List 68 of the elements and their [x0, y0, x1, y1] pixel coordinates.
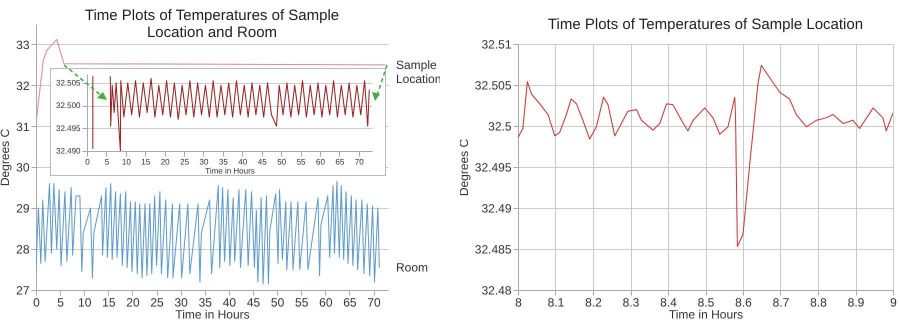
x-tick-label: 8.3	[622, 296, 640, 310]
chart-title: Time Plots of Temperatures of Sample Location and Room	[84, 7, 340, 41]
x-tick-label: 0	[85, 158, 90, 166]
y-tick-label: 33	[16, 38, 30, 52]
series-label: Room	[396, 260, 428, 274]
x-tick-label: 8.5	[698, 296, 715, 310]
x-tick-label: 8.1	[548, 296, 565, 310]
x-tick-label: 10	[78, 296, 92, 310]
x-tick-label: 20	[126, 296, 140, 310]
y-tick-label: 27	[16, 284, 30, 298]
x-axis-title: Time in Hours	[175, 308, 250, 322]
x-tick-label: 40	[222, 296, 236, 310]
x-tick-label: 40	[238, 158, 248, 166]
x-tick-label: 8.4	[660, 296, 678, 310]
y-tick-label: 32.495	[56, 124, 82, 133]
y-tick-label: 32.485	[474, 242, 512, 256]
x-tick-label: 30	[200, 158, 209, 166]
x-axis-title: Time in Hours	[668, 308, 744, 322]
x-tick-label: 70	[354, 158, 364, 166]
y-tick-label: 29	[16, 202, 30, 216]
y-axis-title: Degrees C	[0, 128, 12, 186]
x-tick-label: 55	[296, 158, 306, 166]
x-tick-label: 8.7	[772, 296, 790, 310]
x-tick-label: 5	[104, 158, 110, 166]
x-tick-label: 8	[515, 296, 522, 310]
x-tick-label: 50	[270, 296, 285, 310]
y-tick-label: 28	[16, 242, 30, 257]
y-tick-label: 32.51	[481, 38, 512, 52]
x-tick-label: 25	[150, 296, 164, 310]
x-tick-label: 8.9	[848, 296, 865, 310]
x-tick-label: 8.2	[585, 296, 602, 310]
x-tick-label: 65	[343, 296, 357, 310]
line-series	[36, 39, 386, 124]
x-tick-label: 35	[198, 296, 212, 310]
line-series	[518, 64, 893, 248]
y-tick-label: 32.505	[56, 78, 82, 88]
x-tick-label: 8.6	[735, 296, 752, 310]
x-tick-label: 45	[246, 296, 260, 310]
y-tick-label: 31	[16, 120, 30, 134]
y-tick-label: 32.48	[481, 284, 512, 298]
x-tick-label: 9	[890, 296, 898, 310]
x-tick-label: 15	[141, 158, 151, 166]
x-tick-label: 65	[335, 158, 345, 166]
x-tick-label: 25	[180, 158, 190, 166]
y-tick-label: 32.490	[56, 146, 82, 156]
x-tick-label: 70	[367, 296, 382, 310]
x-tick-label: 5	[57, 296, 64, 310]
y-tick-label: 32.495	[474, 160, 512, 174]
x-axis-title: Time in Hours	[205, 166, 255, 176]
x-tick-label: 15	[102, 296, 116, 310]
chart-title: Time Plots of Temperatures of Sample Location	[548, 16, 864, 33]
x-tick-label: 60	[319, 296, 333, 310]
x-tick-label: 55	[295, 296, 309, 310]
x-tick-label: 10	[122, 158, 132, 166]
x-tick-label: 35	[218, 158, 228, 166]
y-tick-label: 32.5	[488, 120, 512, 134]
x-tick-label: 45	[258, 158, 268, 166]
y-tick-label: 32.500	[56, 101, 82, 110]
y-tick-label: 32	[16, 78, 30, 93]
x-tick-label: 8.8	[810, 296, 828, 310]
y-tick-label: 32.49	[481, 202, 512, 216]
x-tick-label: 50	[277, 158, 287, 166]
x-tick-label: 60	[316, 158, 326, 166]
x-tick-label: 20	[160, 158, 170, 166]
line-series	[36, 181, 380, 284]
x-tick-label: 30	[174, 296, 188, 310]
x-tick-label: 0	[33, 296, 40, 310]
y-tick-label: 32.505	[474, 78, 512, 92]
